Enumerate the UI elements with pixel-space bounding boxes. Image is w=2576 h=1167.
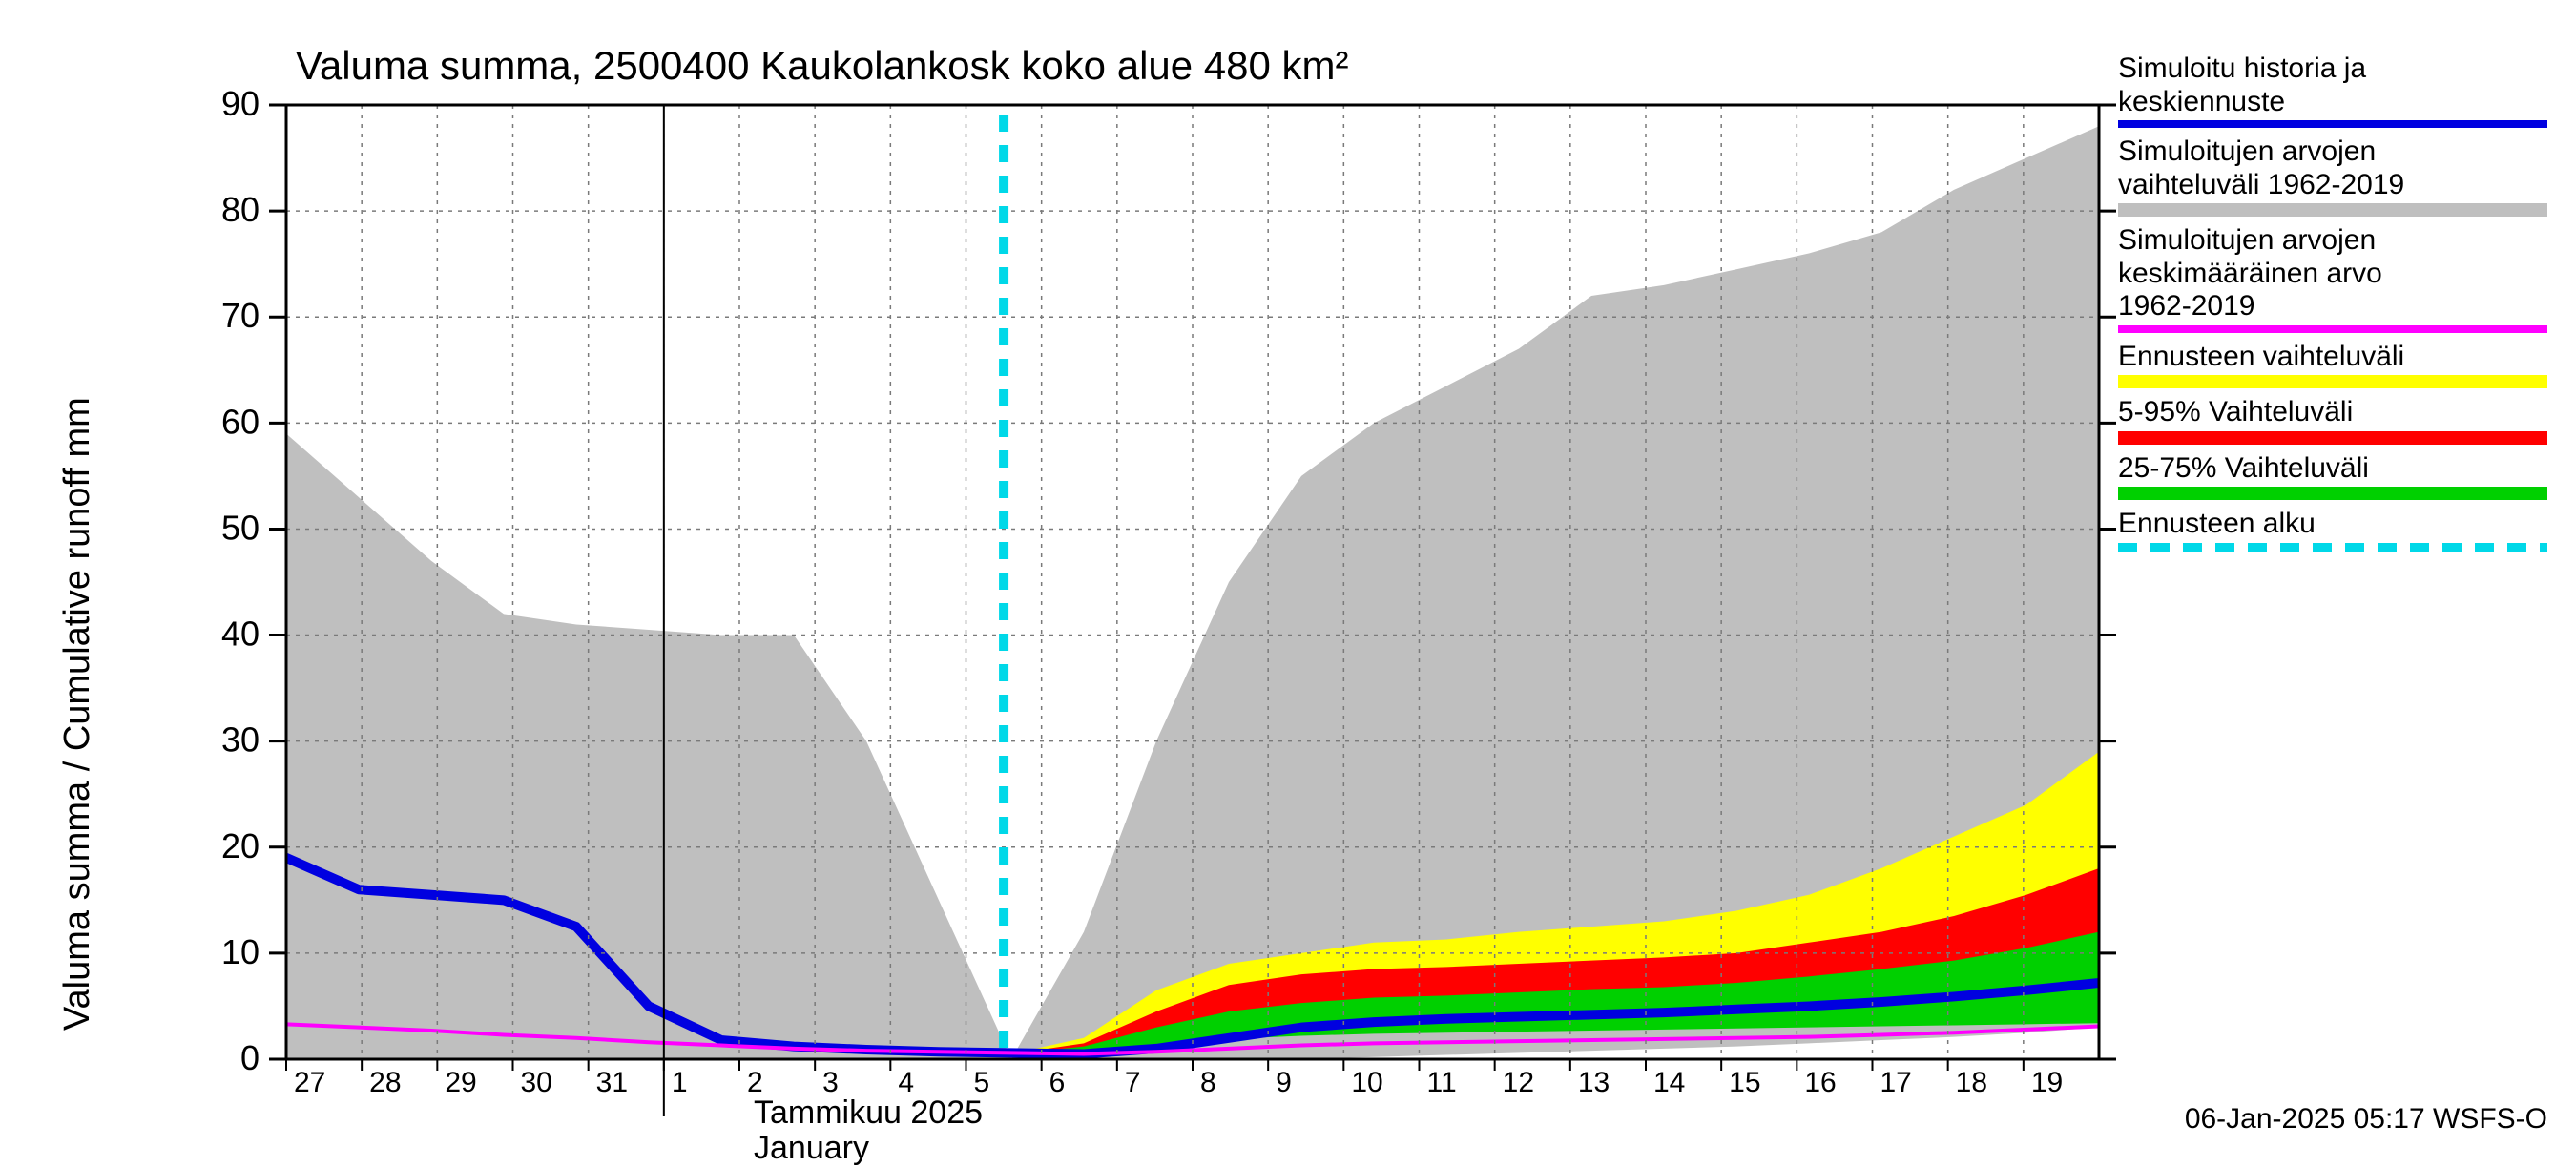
x-axis-month-label: Tammikuu 2025 January: [754, 1095, 983, 1167]
x-tick-label: 13: [1578, 1067, 1610, 1098]
x-tick-label: 12: [1503, 1067, 1534, 1098]
svg-text:0: 0: [240, 1038, 260, 1077]
svg-text:20: 20: [221, 826, 260, 865]
legend-label-line: Ennusteen alku: [2118, 508, 2547, 541]
x-tick-label: 17: [1880, 1067, 1912, 1098]
legend-entry: Ennusteen alku: [2118, 508, 2547, 552]
legend-label-line: 5-95% Vaihteluväli: [2118, 396, 2547, 429]
chart-title: Valuma summa, 2500400 Kaukolankosk koko …: [296, 43, 1349, 89]
legend-swatch: [2118, 203, 2547, 217]
svg-text:30: 30: [221, 720, 260, 760]
x-tick-label: 29: [445, 1067, 476, 1098]
x-tick-label: 8: [1200, 1067, 1216, 1098]
chart-container: Valuma summa, 2500400 Kaukolankosk koko …: [0, 0, 2576, 1145]
legend-swatch: [2118, 487, 2547, 500]
legend-entry: 5-95% Vaihteluväli: [2118, 396, 2547, 445]
x-tick-label: 6: [1049, 1067, 1066, 1098]
legend-label-line: Ennusteen vaihteluväli: [2118, 341, 2547, 374]
x-tick-label: 15: [1729, 1067, 1760, 1098]
legend-label-line: Simuloitu historia ja: [2118, 52, 2547, 86]
chart-footer-timestamp: 06-Jan-2025 05:17 WSFS-O: [2185, 1103, 2547, 1136]
x-tick-label: 19: [2031, 1067, 2063, 1098]
x-tick-label: 18: [1956, 1067, 1987, 1098]
x-tick-label: 16: [1804, 1067, 1836, 1098]
x-tick-label: 9: [1276, 1067, 1292, 1098]
x-tick-label: 28: [369, 1067, 401, 1098]
svg-text:40: 40: [221, 615, 260, 654]
x-tick-label: 14: [1653, 1067, 1685, 1098]
svg-text:10: 10: [221, 932, 260, 971]
legend-swatch: [2118, 325, 2547, 333]
x-axis-month-en: January: [754, 1131, 983, 1166]
legend-label-line: Simuloitujen arvojen: [2118, 224, 2547, 258]
x-tick-label: 10: [1351, 1067, 1382, 1098]
x-tick-label: 30: [521, 1067, 552, 1098]
svg-text:80: 80: [221, 190, 260, 229]
svg-text:60: 60: [221, 402, 260, 441]
legend-entry: 25-75% Vaihteluväli: [2118, 452, 2547, 501]
legend-entry: Simuloitujen arvojenvaihteluväli 1962-20…: [2118, 135, 2547, 217]
legend-label-line: keskiennuste: [2118, 86, 2547, 119]
legend-label-line: keskimääräinen arvo: [2118, 258, 2547, 291]
legend-label-line: vaihteluväli 1962-2019: [2118, 169, 2547, 202]
legend-label-line: Simuloitujen arvojen: [2118, 135, 2547, 169]
x-tick-label: 1: [672, 1067, 688, 1098]
legend-swatch: [2118, 120, 2547, 128]
legend-label-line: 1962-2019: [2118, 290, 2547, 323]
x-tick-label: 11: [1427, 1067, 1457, 1098]
svg-text:90: 90: [221, 84, 260, 123]
x-axis-month-fi: Tammikuu 2025: [754, 1095, 983, 1131]
legend-entry: Ennusteen vaihteluväli: [2118, 341, 2547, 389]
legend-entry: Simuloitujen arvojenkeskimääräinen arvo …: [2118, 224, 2547, 333]
y-axis-label: Valuma summa / Cumulative runoff mm: [57, 397, 98, 1031]
legend-entry: Simuloitu historia jakeskiennuste: [2118, 52, 2547, 128]
legend-swatch: [2118, 375, 2547, 388]
svg-text:50: 50: [221, 508, 260, 547]
x-tick-label: 7: [1125, 1067, 1141, 1098]
x-tick-label: 31: [596, 1067, 628, 1098]
legend-label-line: 25-75% Vaihteluväli: [2118, 452, 2547, 486]
svg-text:70: 70: [221, 296, 260, 335]
legend-swatch: [2118, 431, 2547, 445]
legend: Simuloitu historia jakeskiennusteSimuloi…: [2118, 52, 2547, 560]
legend-swatch: [2118, 543, 2547, 552]
x-tick-label: 27: [294, 1067, 325, 1098]
